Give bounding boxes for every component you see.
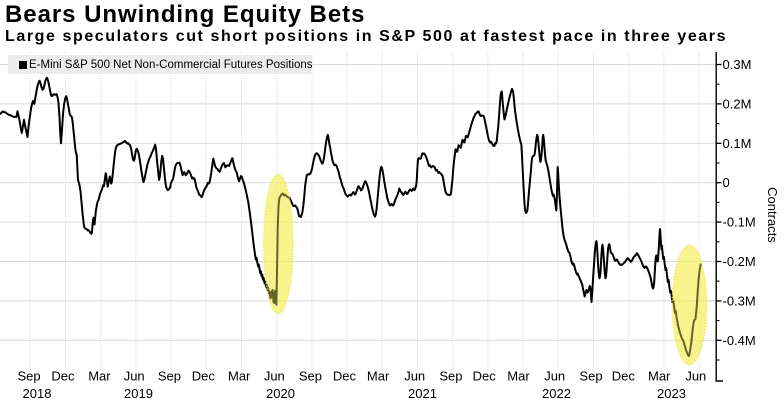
svg-text:Jun: Jun (404, 369, 425, 384)
svg-text:2022: 2022 (542, 386, 571, 401)
svg-text:Dec: Dec (192, 369, 216, 384)
svg-text:Sep: Sep (579, 369, 602, 384)
svg-text:2019: 2019 (124, 386, 153, 401)
svg-text:Sep: Sep (439, 369, 462, 384)
svg-text:0.2M: 0.2M (723, 96, 752, 111)
svg-text:-0.2M: -0.2M (723, 254, 756, 269)
svg-text:Dec: Dec (51, 369, 75, 384)
svg-text:Mar: Mar (228, 369, 251, 384)
svg-text:Mar: Mar (367, 369, 390, 384)
svg-text:Sep: Sep (158, 369, 181, 384)
svg-text:Jun: Jun (124, 369, 145, 384)
svg-text:-0.3M: -0.3M (723, 293, 756, 308)
svg-text:2018: 2018 (23, 386, 52, 401)
svg-text:Jun: Jun (264, 369, 285, 384)
svg-text:-0.1M: -0.1M (723, 215, 756, 230)
svg-text:Mar: Mar (88, 369, 111, 384)
svg-text:0: 0 (723, 175, 730, 190)
svg-text:Mar: Mar (507, 369, 530, 384)
svg-text:-0.4M: -0.4M (723, 333, 756, 348)
svg-text:0.3M: 0.3M (723, 57, 752, 72)
svg-text:2021: 2021 (408, 386, 437, 401)
svg-text:Sep: Sep (299, 369, 322, 384)
svg-text:Jun: Jun (685, 369, 706, 384)
svg-text:Dec: Dec (333, 369, 357, 384)
svg-text:2023: 2023 (657, 386, 686, 401)
svg-text:0.1M: 0.1M (723, 136, 752, 151)
svg-text:Sep: Sep (18, 369, 41, 384)
svg-text:Dec: Dec (473, 369, 497, 384)
svg-text:Contracts: Contracts (765, 187, 780, 243)
svg-text:Dec: Dec (612, 369, 636, 384)
svg-text:Mar: Mar (648, 369, 671, 384)
svg-text:2020: 2020 (266, 386, 295, 401)
svg-text:Jun: Jun (544, 369, 565, 384)
